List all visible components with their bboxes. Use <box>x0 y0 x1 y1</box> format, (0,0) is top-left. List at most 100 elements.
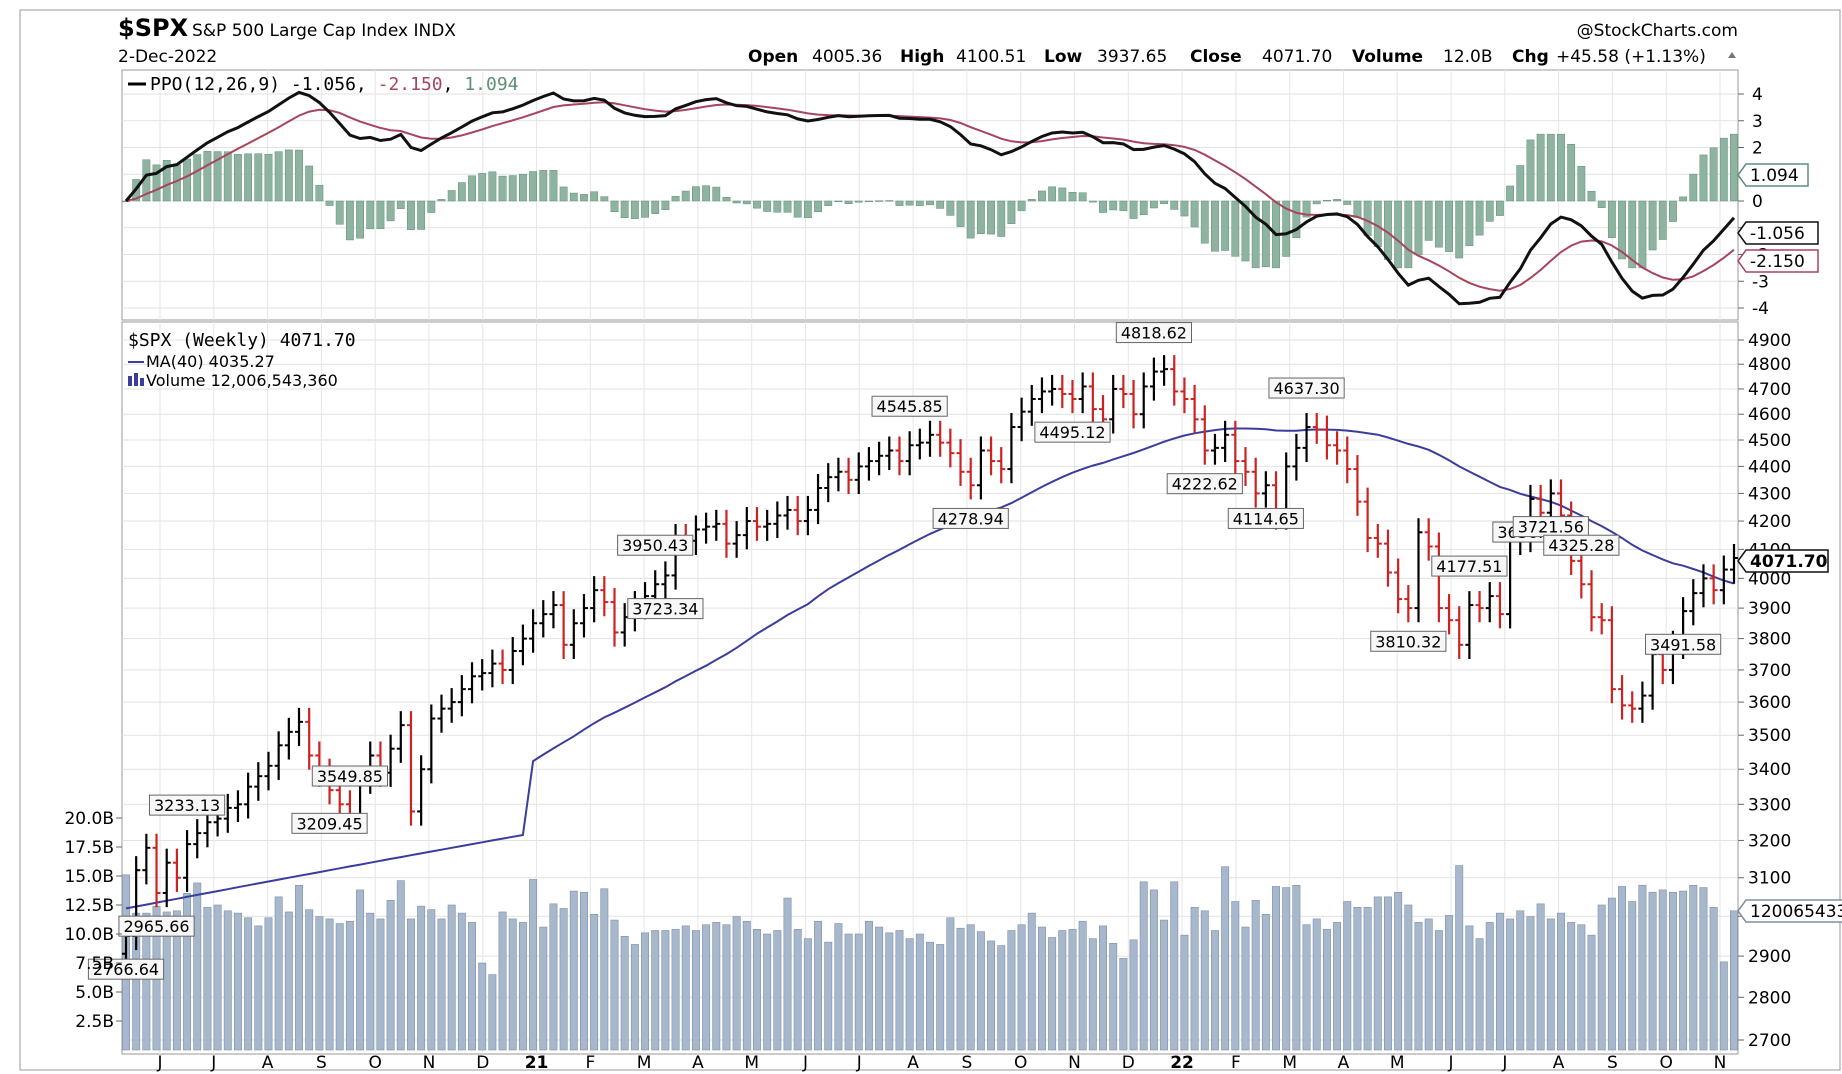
price-bar <box>1424 518 1433 561</box>
annotation-label: 4495.12 <box>1039 423 1105 442</box>
ppo-hist-bar <box>1658 200 1667 240</box>
ppo-tick-label: 4 <box>1752 85 1763 105</box>
ppo-hist-bar <box>1221 200 1230 251</box>
annotation-label: 4278.94 <box>938 509 1004 528</box>
ppo-hist-bar <box>722 196 731 202</box>
volume-bar <box>1577 924 1586 1051</box>
ppo-hist-bar <box>1200 200 1209 244</box>
volume-bar <box>671 929 680 1051</box>
price-bar <box>457 675 466 717</box>
volume-bar <box>1272 886 1280 1051</box>
annotation-box <box>1431 555 1508 577</box>
ppo-panel: 43210-1-2-3-4 1.094-1.056-2.150 PPO(12,2… <box>121 69 1819 321</box>
annotation-box <box>118 915 195 937</box>
price-annotation: 3233.13 <box>148 794 226 816</box>
price-tick-label: 3500 <box>1748 726 1791 746</box>
price-bar <box>1078 372 1087 414</box>
price-bar <box>1180 377 1189 414</box>
price-tick-label: 2900 <box>1748 947 1791 967</box>
ppo-tick-label: -3 <box>1752 272 1769 292</box>
ppo-hist-bar <box>193 154 202 202</box>
volume-bar <box>457 912 466 1051</box>
price-bar <box>1607 606 1616 704</box>
price-tick-label: 4900 <box>1748 331 1791 351</box>
x-tick-label: F <box>585 1053 595 1073</box>
volume-bar <box>559 908 568 1051</box>
annotation-label: 4545.85 <box>877 397 943 416</box>
ppo-hist-bar <box>274 151 283 202</box>
x-tick-label: J <box>210 1053 216 1073</box>
price-bar <box>1709 564 1718 605</box>
price-bar <box>1628 691 1637 723</box>
volume-bar <box>1221 866 1230 1051</box>
ppo-hist-bar <box>1322 199 1331 202</box>
price-annotation: 3950.43 <box>617 534 694 556</box>
ppo-hist-bar <box>305 165 314 202</box>
ppo-hist-bar <box>264 153 273 202</box>
volume-bar <box>427 909 436 1051</box>
price-bar <box>1383 529 1392 587</box>
volume-legend-icon-c <box>140 378 144 386</box>
price-tick-label: 3600 <box>1748 693 1791 713</box>
volume-bar <box>1638 884 1647 1051</box>
ppo-tick-label: -4 <box>1752 299 1769 319</box>
chart-date: 2-Dec-2022 <box>118 47 217 67</box>
volume-tick-label: 5.0B <box>75 983 114 1003</box>
high-value: 4100.51 <box>956 47 1026 67</box>
ma-legend-label: MA(40) 4035.27 <box>146 352 275 371</box>
x-tick-label: M <box>637 1053 652 1073</box>
price-bar <box>1638 681 1647 723</box>
volume-bar <box>1414 922 1423 1051</box>
annotation-box <box>1543 534 1620 556</box>
ohlc-summary: Open 4005.36 High 4100.51 Low 3937.65 Cl… <box>748 47 1736 67</box>
ppo-hist-bar <box>1516 165 1525 202</box>
ppo-hist-bar <box>457 182 466 202</box>
x-tick-label: J <box>1448 1053 1454 1073</box>
ppo-hist-bar <box>895 200 904 206</box>
ppo-hist-bar <box>559 186 568 202</box>
price-bar <box>1730 543 1738 584</box>
volume-bar <box>1088 938 1097 1051</box>
index-name: S&P 500 Large Cap Index INDX <box>192 21 456 41</box>
volume-bar <box>814 920 823 1051</box>
ppo-hist-bar <box>152 164 161 202</box>
volume-bar <box>1027 912 1036 1051</box>
price-value-flags: 4071.70 12006543360 <box>1737 549 1842 923</box>
price-bar <box>956 439 965 486</box>
ppo-hist-bar <box>1078 192 1087 202</box>
ppo-hist-bar <box>1394 200 1403 269</box>
volume-bar <box>1241 926 1250 1051</box>
flag-volume: 12006543360 <box>1737 899 1842 923</box>
annotation-label: 4325.28 <box>1548 536 1614 555</box>
annotation-label: 3723.34 <box>632 600 698 619</box>
ppo-hist-bar <box>1526 139 1535 202</box>
price-bar <box>976 436 985 500</box>
price-bar <box>1587 570 1596 632</box>
price-bar <box>1465 591 1474 659</box>
x-tick-label: S <box>1607 1053 1618 1073</box>
price-annotation: 4114.65 <box>1227 507 1304 529</box>
ppo-hist-bar <box>1424 200 1433 241</box>
price-bar <box>172 848 181 892</box>
price-annotations: 2766.64 3233.13 2965.66 3549.85 3209.45 3950.… <box>87 322 1722 980</box>
ppo-hist-bar <box>926 200 934 206</box>
price-tick-label: 2800 <box>1748 988 1791 1008</box>
volume-bar <box>875 926 884 1051</box>
volume-bar <box>1587 934 1596 1051</box>
ppo-hist-bar <box>407 200 415 231</box>
price-annotation: 4637.30 <box>1268 377 1345 399</box>
price-bar <box>803 495 812 536</box>
volume-bar <box>1160 919 1169 1051</box>
volume-bar <box>1068 929 1077 1051</box>
ppo-hist-bar <box>580 194 588 202</box>
flag-ppo-hist-box <box>1737 163 1809 187</box>
volume-bar <box>284 911 293 1051</box>
price-annotation: 4818.62 <box>1115 322 1192 344</box>
price-bar <box>600 576 609 617</box>
volume-bar <box>244 917 253 1051</box>
ppo-hist-bar <box>915 200 924 206</box>
volume-bar <box>1475 938 1484 1051</box>
ppo-tick-label: 0 <box>1752 192 1763 212</box>
price-bar <box>1414 518 1423 623</box>
volume-bar <box>946 917 955 1051</box>
